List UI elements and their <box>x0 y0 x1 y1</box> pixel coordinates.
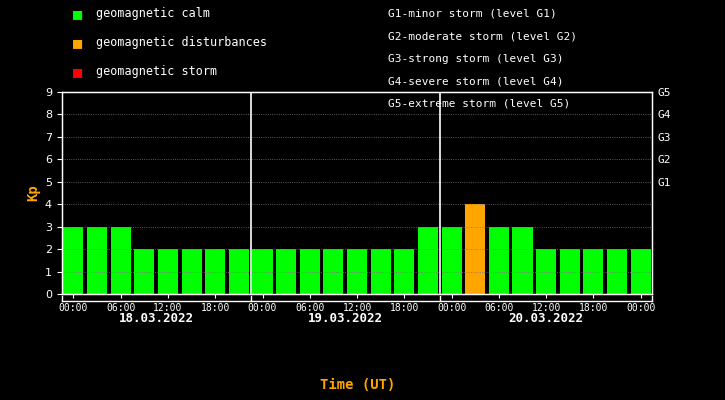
Text: G4-severe storm (level G4): G4-severe storm (level G4) <box>388 76 563 86</box>
Bar <box>111 227 130 294</box>
Bar <box>276 249 297 294</box>
Bar <box>394 249 415 294</box>
Bar <box>607 249 627 294</box>
Bar <box>560 249 580 294</box>
Text: geomagnetic storm: geomagnetic storm <box>96 65 218 78</box>
Text: ■: ■ <box>72 64 82 79</box>
Bar <box>158 249 178 294</box>
Bar <box>513 227 533 294</box>
Y-axis label: Kp: Kp <box>27 185 41 201</box>
Bar <box>370 249 391 294</box>
Bar <box>252 249 273 294</box>
Bar <box>205 249 225 294</box>
Text: 19.03.2022: 19.03.2022 <box>307 312 383 325</box>
Bar <box>418 227 438 294</box>
Text: G1-minor storm (level G1): G1-minor storm (level G1) <box>388 9 557 19</box>
Bar <box>87 227 107 294</box>
Bar <box>134 249 154 294</box>
Text: geomagnetic calm: geomagnetic calm <box>96 8 210 20</box>
Text: G5-extreme storm (level G5): G5-extreme storm (level G5) <box>388 99 570 109</box>
Bar <box>63 227 83 294</box>
Bar <box>584 249 603 294</box>
Bar <box>442 227 462 294</box>
Bar <box>489 227 509 294</box>
Text: 18.03.2022: 18.03.2022 <box>119 312 194 325</box>
Bar <box>299 249 320 294</box>
Bar <box>536 249 556 294</box>
Bar <box>181 249 202 294</box>
Text: geomagnetic disturbances: geomagnetic disturbances <box>96 36 268 49</box>
Bar <box>347 249 367 294</box>
Text: ■: ■ <box>72 35 82 50</box>
Text: G2-moderate storm (level G2): G2-moderate storm (level G2) <box>388 32 577 42</box>
Text: G3-strong storm (level G3): G3-strong storm (level G3) <box>388 54 563 64</box>
Bar <box>229 249 249 294</box>
Text: Time (UT): Time (UT) <box>320 378 395 392</box>
Text: ■: ■ <box>72 6 82 22</box>
Text: 20.03.2022: 20.03.2022 <box>509 312 584 325</box>
Bar <box>465 204 485 294</box>
Bar <box>631 249 651 294</box>
Bar <box>323 249 344 294</box>
